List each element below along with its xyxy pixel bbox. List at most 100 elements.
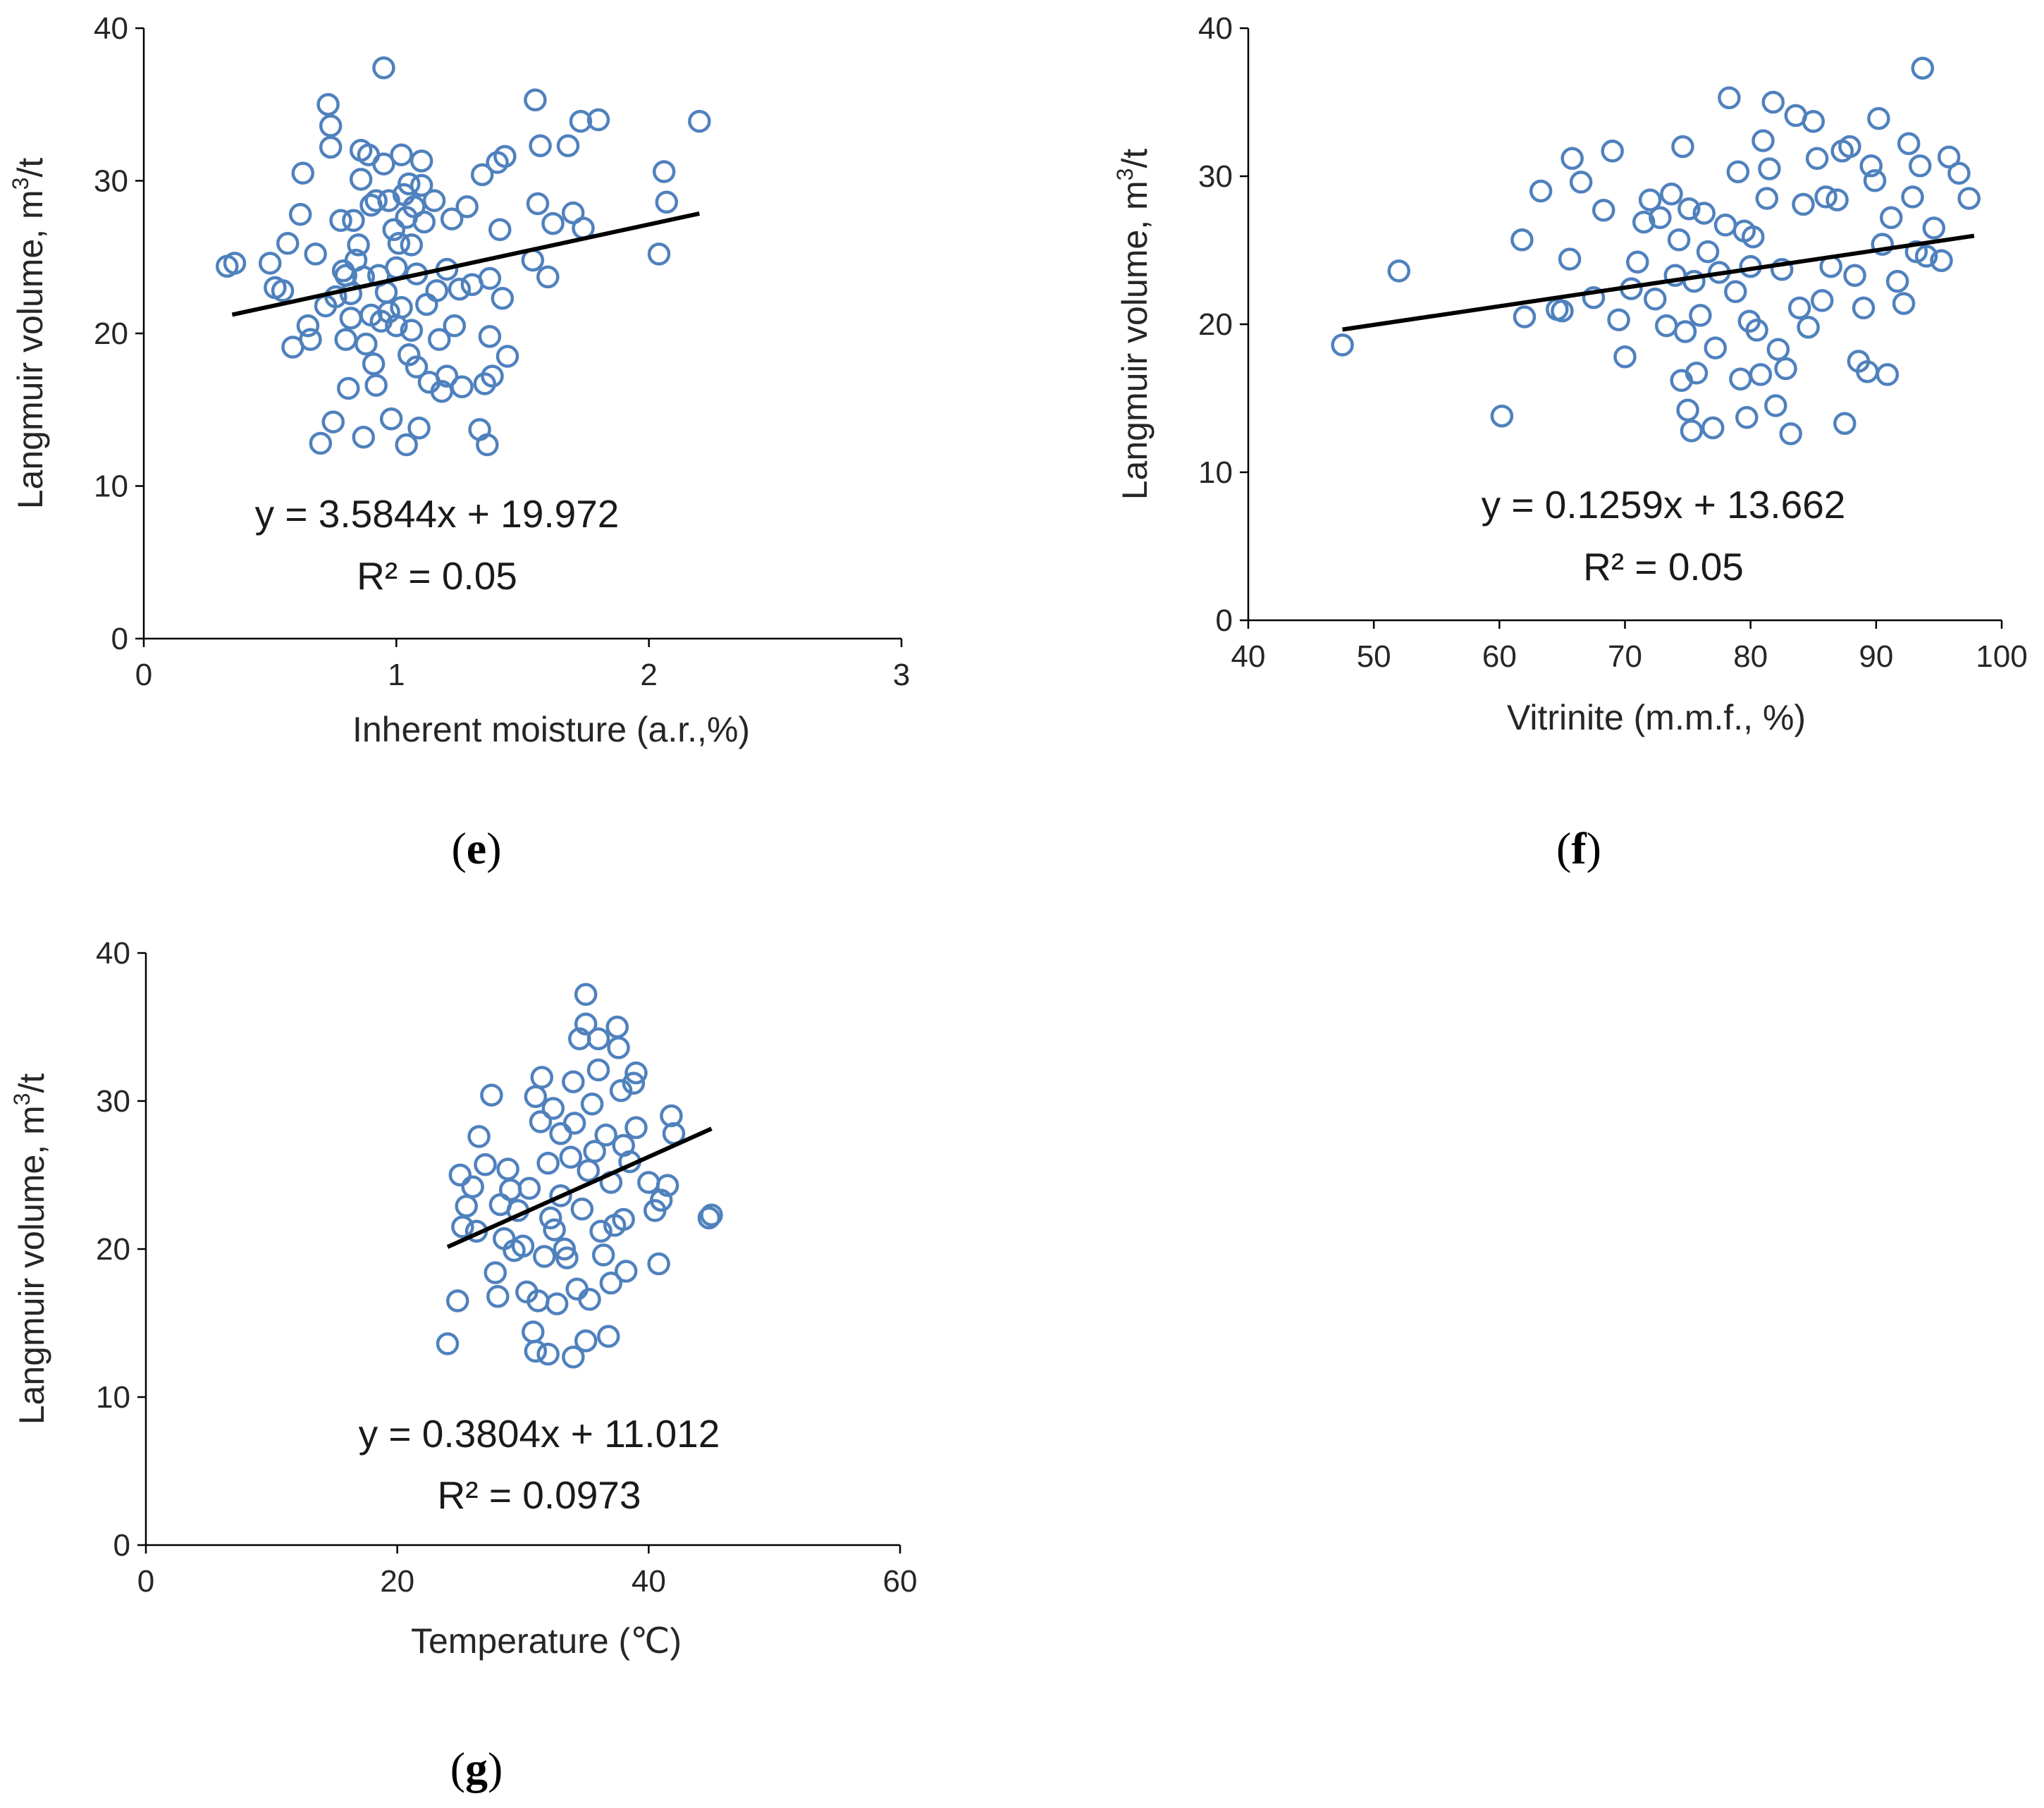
data-point xyxy=(1930,249,1953,272)
data-point xyxy=(481,364,504,388)
data-point xyxy=(1764,394,1787,417)
y-tick-label: 10 xyxy=(96,1380,130,1415)
data-point xyxy=(1937,145,1961,168)
x-tick-label: 50 xyxy=(1357,639,1391,674)
data-point xyxy=(1814,185,1837,209)
data-point xyxy=(526,192,550,216)
data-point xyxy=(652,160,676,183)
data-point xyxy=(1689,304,1712,327)
data-point xyxy=(541,211,565,235)
data-point xyxy=(589,1219,612,1243)
panel-letter-e: e xyxy=(467,823,486,873)
data-point xyxy=(607,1036,630,1059)
data-point xyxy=(570,1198,594,1221)
x-tick-label: 3 xyxy=(893,658,910,692)
data-point xyxy=(529,1110,553,1133)
data-point xyxy=(622,1071,646,1095)
data-point xyxy=(1718,86,1741,109)
data-point xyxy=(377,189,400,212)
data-point xyxy=(1852,296,1876,320)
data-point xyxy=(1758,157,1781,180)
data-point xyxy=(450,375,474,399)
data-point xyxy=(405,355,429,379)
plot-area-e xyxy=(144,28,901,639)
data-point xyxy=(569,109,593,133)
data-point xyxy=(1726,160,1750,183)
x-tick-label: 2 xyxy=(640,658,657,692)
y-tick-label: 20 xyxy=(94,316,128,351)
data-point xyxy=(309,431,333,455)
data-point xyxy=(436,1332,460,1355)
scatter-points-e xyxy=(216,56,711,457)
data-point xyxy=(398,172,421,196)
data-point xyxy=(1676,398,1699,422)
data-point xyxy=(1863,169,1887,192)
equation-label-g: y = 0.3804x + 11.012 xyxy=(359,1412,720,1456)
data-point xyxy=(1551,299,1574,323)
equation-label-f: y = 0.1259x + 13.662 xyxy=(1482,483,1846,527)
chart-panel-g: 0 20 40 60 0 10 20 30 40 y = 0.3804x + 11.012 R… xyxy=(9,936,917,1793)
data-point xyxy=(271,279,295,302)
y-axis-title-sup-g: 3 xyxy=(9,1093,35,1106)
y-tick-label: 0 xyxy=(111,622,128,656)
data-point xyxy=(1649,206,1672,230)
data-point xyxy=(319,114,343,137)
x-tick-label: 1 xyxy=(388,658,405,692)
r-squared-label-e: R² = 0.05 xyxy=(357,554,517,598)
data-point xyxy=(1901,185,1924,209)
data-point xyxy=(524,88,547,112)
data-point xyxy=(473,372,496,395)
y-axis-title-tail-f: /t xyxy=(1115,149,1155,168)
data-point xyxy=(1947,161,1971,185)
x-axis-ticks-f: 40 50 60 70 80 90 100 xyxy=(1231,620,2028,674)
data-point xyxy=(533,1245,556,1268)
data-point xyxy=(364,189,388,212)
data-point xyxy=(1871,233,1894,256)
data-point xyxy=(536,1151,560,1175)
data-point xyxy=(1879,206,1903,230)
data-point xyxy=(594,1124,617,1147)
data-point xyxy=(655,1174,679,1197)
data-point xyxy=(422,189,446,212)
data-point xyxy=(555,1246,579,1269)
data-point xyxy=(511,1234,535,1258)
y-axis-title-e: Langmuir volume, m3/t xyxy=(8,158,50,510)
data-point xyxy=(1696,240,1720,264)
data-point xyxy=(1387,259,1411,283)
data-point xyxy=(553,1237,577,1261)
data-point xyxy=(395,433,418,457)
data-point xyxy=(524,1339,548,1363)
data-point xyxy=(316,93,340,116)
data-point xyxy=(688,109,711,133)
data-point xyxy=(495,345,519,368)
data-point xyxy=(1826,188,1849,211)
data-point xyxy=(446,1289,469,1312)
data-point xyxy=(1911,56,1935,80)
data-point xyxy=(1510,228,1534,252)
data-point xyxy=(1490,404,1514,428)
data-point xyxy=(276,232,300,255)
data-point xyxy=(387,232,411,255)
data-point xyxy=(597,1324,620,1348)
data-point xyxy=(407,416,431,440)
data-point xyxy=(347,233,370,257)
data-point xyxy=(660,1104,683,1128)
data-point xyxy=(486,1284,510,1308)
data-point xyxy=(536,265,560,289)
data-point xyxy=(649,1188,673,1212)
panel-letter-g: g xyxy=(465,1743,488,1793)
r-squared-label-g: R² = 0.0973 xyxy=(438,1473,641,1517)
y-tick-label: 30 xyxy=(1198,159,1233,194)
data-point xyxy=(609,1079,633,1102)
data-point xyxy=(541,1097,565,1120)
data-point xyxy=(562,1112,586,1135)
data-point xyxy=(647,1252,670,1276)
x-axis-title-e: Inherent moisture (a.r.,%) xyxy=(352,710,750,749)
data-point xyxy=(1331,333,1354,357)
scatter-points-g xyxy=(436,983,723,1369)
data-point xyxy=(223,252,247,275)
data-point xyxy=(467,1125,491,1148)
y-tick-label: 40 xyxy=(96,936,130,971)
data-point xyxy=(1671,135,1694,159)
data-point xyxy=(288,202,312,226)
